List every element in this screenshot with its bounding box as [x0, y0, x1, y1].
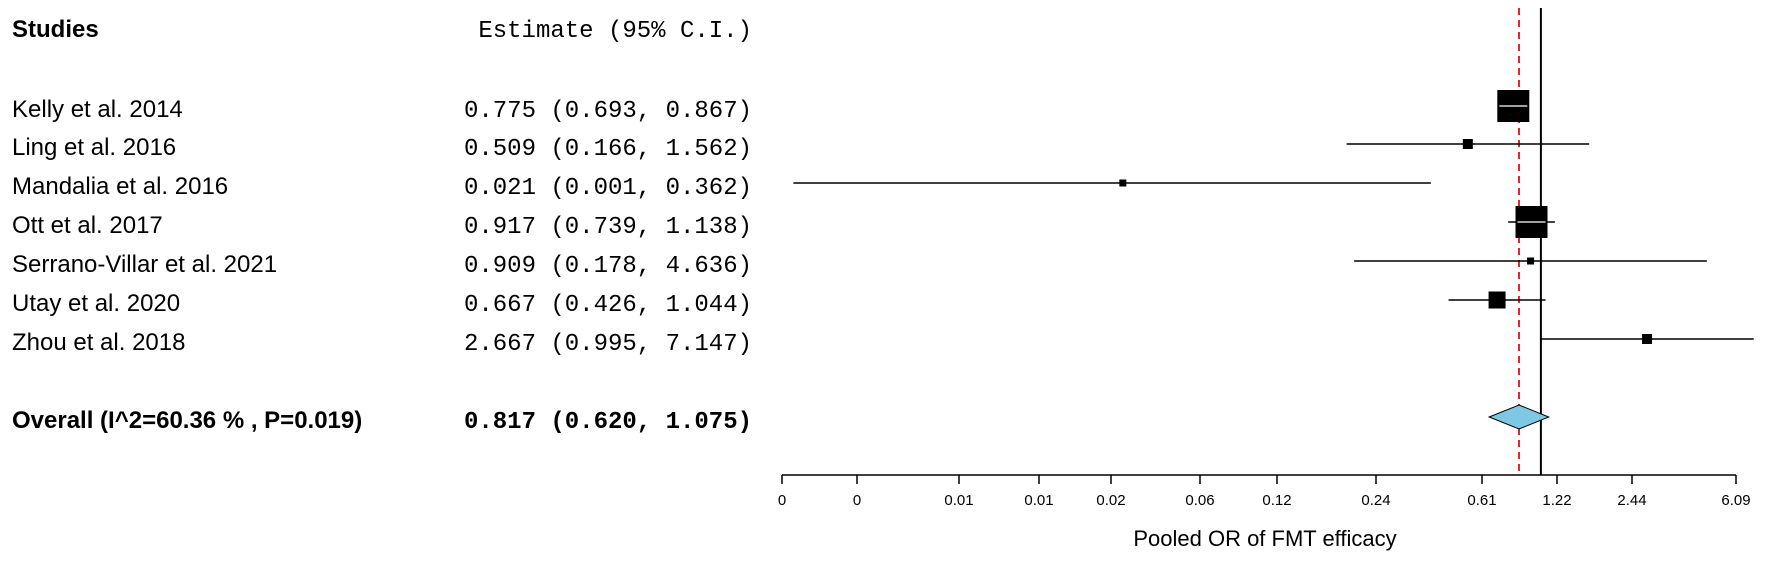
study-estimate: 0.667 (0.426, 1.044) [464, 292, 752, 319]
overall-estimate: 0.817 (0.620, 1.075) [464, 409, 752, 436]
estimate-box [1462, 139, 1473, 149]
estimate-box [1527, 257, 1535, 265]
estimate-box [1119, 179, 1127, 187]
x-tick-label: 1.22 [1542, 492, 1571, 509]
study-row: Kelly et al. 2014 0.775 (0.693, 0.867) [12, 96, 752, 125]
study-estimate: 0.509 (0.166, 1.562) [464, 136, 752, 163]
study-name: Serrano-Villar et al. 2021 [12, 251, 277, 278]
study-row: Zhou et al. 2018 2.667 (0.995, 7.147) [12, 329, 752, 358]
x-tick-label: 2.44 [1617, 492, 1646, 509]
study-estimate: 0.909 (0.178, 4.636) [464, 253, 752, 280]
estimate-header: Estimate (95% C.I.) [478, 18, 752, 45]
study-estimate: 0.917 (0.739, 1.138) [464, 214, 752, 241]
x-tick-label: 0.01 [1024, 492, 1053, 509]
study-name: Mandalia et al. 2016 [12, 173, 228, 200]
x-tick-label: 6.09 [1721, 492, 1750, 509]
study-row: Mandalia et al. 2016 0.021 (0.001, 0.362… [12, 173, 752, 202]
study-row: Ott et al. 2017 0.917 (0.739, 1.138) [12, 212, 752, 241]
x-tick-label: 0 [853, 492, 861, 509]
study-name: Kelly et al. 2014 [12, 96, 183, 123]
study-estimate: 0.021 (0.001, 0.362) [464, 175, 752, 202]
x-tick-label: 0.61 [1467, 492, 1496, 509]
estimate-box [1642, 334, 1653, 344]
study-row: Ling et al. 2016 0.509 (0.166, 1.562) [12, 134, 752, 163]
x-tick-label: 0.02 [1096, 492, 1125, 509]
x-axis-title: Pooled OR of FMT efficacy [1133, 526, 1396, 551]
x-tick-label: 0.12 [1262, 492, 1291, 509]
x-tick-label: 0.24 [1361, 492, 1390, 509]
overall-label: Overall (I^2=60.36 % , P=0.019) [12, 407, 362, 434]
overall-diamond [1487, 404, 1551, 430]
estimate-box [1488, 291, 1506, 309]
study-name: Ling et al. 2016 [12, 134, 176, 161]
study-estimate: 2.667 (0.995, 7.147) [464, 331, 752, 358]
studies-header: Studies [12, 16, 99, 43]
study-row: Serrano-Villar et al. 2021 0.909 (0.178,… [12, 251, 752, 280]
plot-area: 0 0 0.01 0.01 0.02 0.06 0.12 0.24 0.61 1.22 2.44 6.… [778, 8, 1754, 509]
study-name: Utay et al. 2020 [12, 290, 180, 317]
study-name: Zhou et al. 2018 [12, 329, 185, 356]
x-tick-label: 0.06 [1185, 492, 1214, 509]
x-tick-label: 0 [778, 492, 786, 509]
x-tick-label: 0.01 [944, 492, 973, 509]
study-name: Ott et al. 2017 [12, 212, 163, 239]
study-estimate: 0.775 (0.693, 0.867) [464, 98, 752, 125]
study-row: Utay et al. 2020 0.667 (0.426, 1.044) [12, 290, 752, 319]
